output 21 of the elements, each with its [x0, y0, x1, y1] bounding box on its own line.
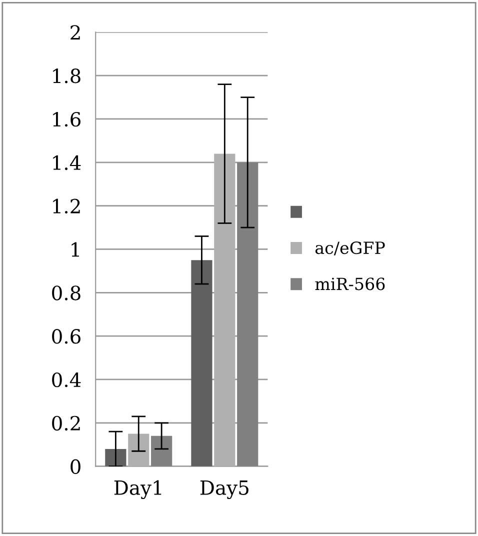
x-tick-label: Day5	[200, 480, 248, 500]
bar	[151, 436, 172, 466]
legend-label: miR-566	[315, 278, 385, 290]
bar	[214, 154, 236, 466]
x-tick-label: Day1	[114, 480, 162, 500]
y-tick-label: 1	[72, 242, 79, 257]
y-tick-label: 1.4	[53, 155, 81, 170]
y-tick-label: 0.4	[52, 372, 81, 388]
y-tick-label: 0.8	[52, 286, 80, 300]
y-tick-label: 0.6	[52, 329, 80, 344]
bar	[105, 448, 126, 466]
y-tick-label: 0.2	[52, 416, 80, 431]
y-tick-label: 2	[70, 25, 80, 40]
bar	[237, 162, 258, 466]
y-tick-label: 1.8	[53, 68, 80, 84]
bar	[128, 434, 150, 466]
y-tick-label: 0	[70, 459, 80, 474]
bar	[191, 260, 212, 466]
y-tick-label: 1.2	[53, 198, 80, 214]
y-tick-label: 1.6	[53, 112, 80, 127]
legend-label: ac/eGFP	[315, 241, 385, 256]
